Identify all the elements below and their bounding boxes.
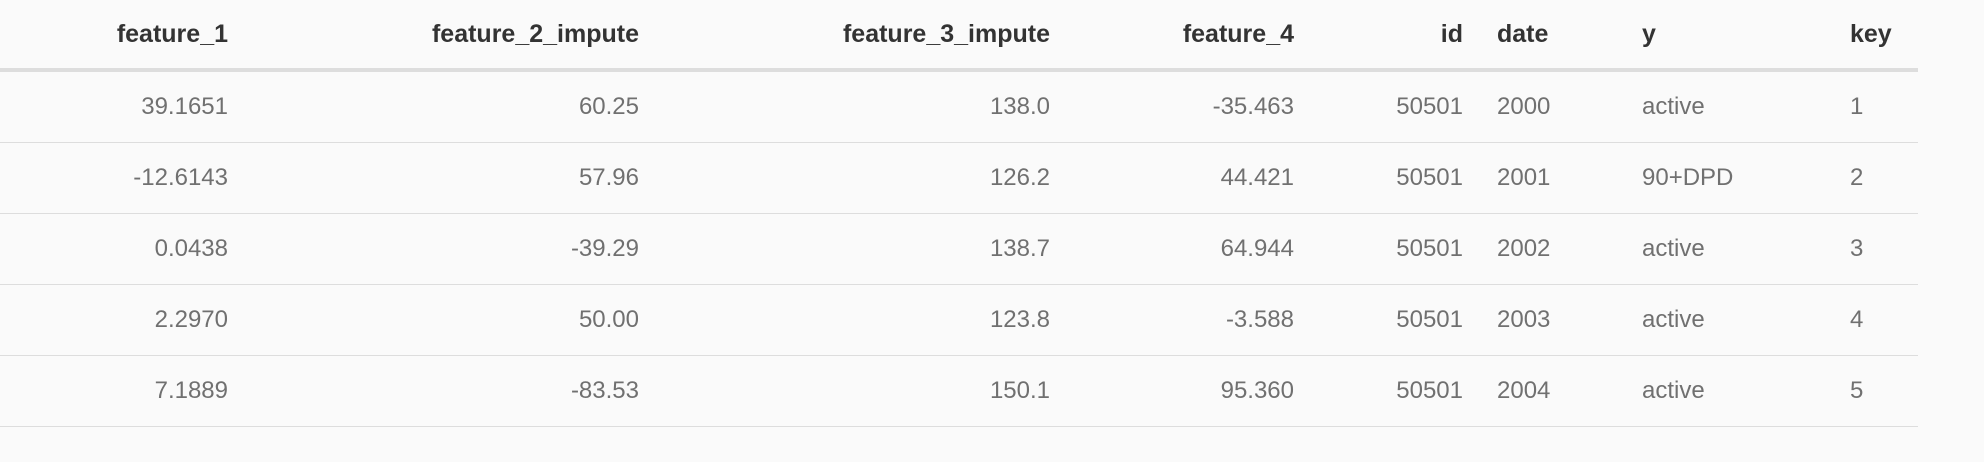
column-header-feature-4: feature_4 [1062,0,1306,72]
cell-date: 2003 [1475,284,1620,356]
column-header-feature-3-impute: feature_3_impute [651,0,1062,72]
cell-feature-4: -3.588 [1062,284,1306,356]
table-body: 39.1651 60.25 138.0 -35.463 50501 2000 active 1… [0,70,1918,427]
cell-y: active [1620,355,1828,427]
cell-feature-1: -12.6143 [0,142,240,214]
cell-date: 2000 [1475,70,1620,143]
cell-feature-2-impute: -83.53 [240,355,651,427]
table-row: -12.6143 57.96 126.2 44.421 50501 2001 90+DPD 2 [0,142,1918,214]
cell-feature-1: 0.0438 [0,213,240,285]
cell-id: 50501 [1306,142,1475,214]
cell-feature-2-impute: 50.00 [240,284,651,356]
cell-feature-4: 64.944 [1062,213,1306,285]
column-header-id: id [1306,0,1475,72]
cell-id: 50501 [1306,70,1475,143]
cell-feature-3-impute: 123.8 [651,284,1062,356]
cell-y: 90+DPD [1620,142,1828,214]
cell-id: 50501 [1306,213,1475,285]
column-header-feature-2-impute: feature_2_impute [240,0,651,72]
cell-y: active [1620,213,1828,285]
column-header-key: key [1828,0,1918,72]
cell-feature-2-impute: -39.29 [240,213,651,285]
column-header-y: y [1620,0,1828,72]
table-row: 2.2970 50.00 123.8 -3.588 50501 2003 active 4 [0,284,1918,356]
column-header-feature-1: feature_1 [0,0,240,72]
cell-feature-2-impute: 57.96 [240,142,651,214]
table-row: 0.0438 -39.29 138.7 64.944 50501 2002 active 3 [0,213,1918,285]
cell-date: 2001 [1475,142,1620,214]
cell-feature-4: 95.360 [1062,355,1306,427]
cell-feature-3-impute: 138.7 [651,213,1062,285]
header-row: feature_1 feature_2_impute feature_3_imp… [0,0,1918,72]
cell-feature-3-impute: 138.0 [651,70,1062,143]
cell-id: 50501 [1306,355,1475,427]
cell-key: 3 [1828,213,1918,285]
cell-key: 1 [1828,70,1918,143]
cell-id: 50501 [1306,284,1475,356]
cell-key: 2 [1828,142,1918,214]
cell-feature-3-impute: 150.1 [651,355,1062,427]
cell-feature-1: 7.1889 [0,355,240,427]
cell-date: 2004 [1475,355,1620,427]
data-table: feature_1 feature_2_impute feature_3_imp… [0,0,1918,427]
cell-feature-3-impute: 126.2 [651,142,1062,214]
table-row: 39.1651 60.25 138.0 -35.463 50501 2000 active 1 [0,70,1918,143]
cell-feature-4: -35.463 [1062,70,1306,143]
cell-feature-1: 39.1651 [0,70,240,143]
cell-key: 4 [1828,284,1918,356]
cell-feature-1: 2.2970 [0,284,240,356]
cell-feature-2-impute: 60.25 [240,70,651,143]
table-row: 7.1889 -83.53 150.1 95.360 50501 2004 active 5 [0,355,1918,427]
cell-key: 5 [1828,355,1918,427]
cell-feature-4: 44.421 [1062,142,1306,214]
table-header: feature_1 feature_2_impute feature_3_imp… [0,0,1918,72]
data-table-container: feature_1 feature_2_impute feature_3_imp… [0,0,1918,427]
cell-y: active [1620,284,1828,356]
cell-y: active [1620,70,1828,143]
column-header-date: date [1475,0,1620,72]
cell-date: 2002 [1475,213,1620,285]
